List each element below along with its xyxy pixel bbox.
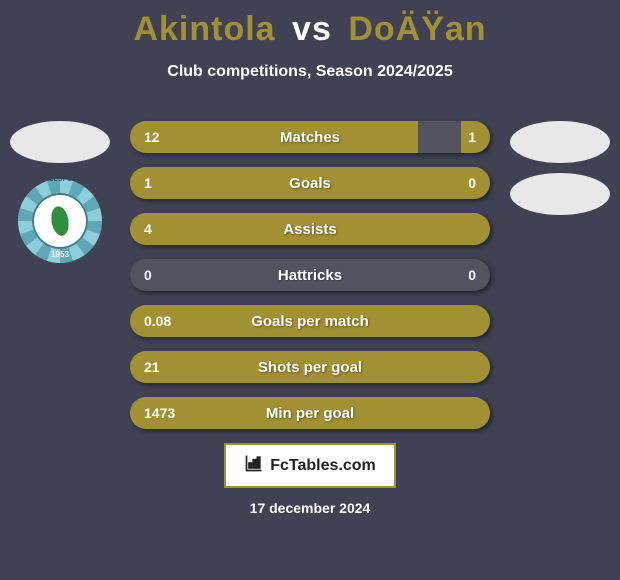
player2-name: DoÄŸan [348, 10, 486, 48]
stat-label: Hattricks [130, 259, 490, 291]
stat-label: Shots per goal [130, 351, 490, 383]
stat-row: 00Hattricks [130, 259, 490, 291]
brand-logo-box[interactable]: FcTables.com [224, 443, 396, 488]
club-badge: ÇAYKUR RİZESPOR KULÜBÜ 1953 [18, 179, 102, 263]
stat-row: 10Goals [130, 167, 490, 199]
player1-name: Akintola [133, 10, 275, 48]
stat-label: Goals [130, 167, 490, 199]
player2-avatar-placeholder-2 [510, 173, 610, 215]
footer: FcTables.com [0, 443, 620, 488]
stat-label: Min per goal [130, 397, 490, 429]
stat-bars: 121Matches 10Goals 4Assists 00Hattricks 0.08… [130, 121, 490, 429]
badge-year: 1953 [51, 250, 69, 259]
stat-label: Assists [130, 213, 490, 245]
stat-label: Matches [130, 121, 490, 153]
brand-text: FcTables.com [270, 457, 376, 475]
chart-icon [244, 453, 264, 478]
stat-row: 4Assists [130, 213, 490, 245]
competition-subtitle: Club competitions, Season 2024/2025 [0, 63, 620, 81]
stat-row: 1473Min per goal [130, 397, 490, 429]
badge-arc-text: ÇAYKUR RİZESPOR KULÜBÜ [18, 179, 102, 183]
stat-label: Goals per match [130, 305, 490, 337]
comparison-date: 17 december 2024 [0, 500, 620, 516]
leaf-icon [43, 204, 78, 239]
comparison-content: ÇAYKUR RİZESPOR KULÜBÜ 1953 121Matches 10… [0, 121, 620, 429]
stat-row: 21Shots per goal [130, 351, 490, 383]
player2-avatar-placeholder-1 [510, 121, 610, 163]
stat-row: 0.08Goals per match [130, 305, 490, 337]
stat-row: 121Matches [130, 121, 490, 153]
player1-avatar-placeholder [10, 121, 110, 163]
comparison-title: Akintola vs DoÄŸan [0, 0, 620, 49]
vs-text: vs [292, 10, 332, 48]
